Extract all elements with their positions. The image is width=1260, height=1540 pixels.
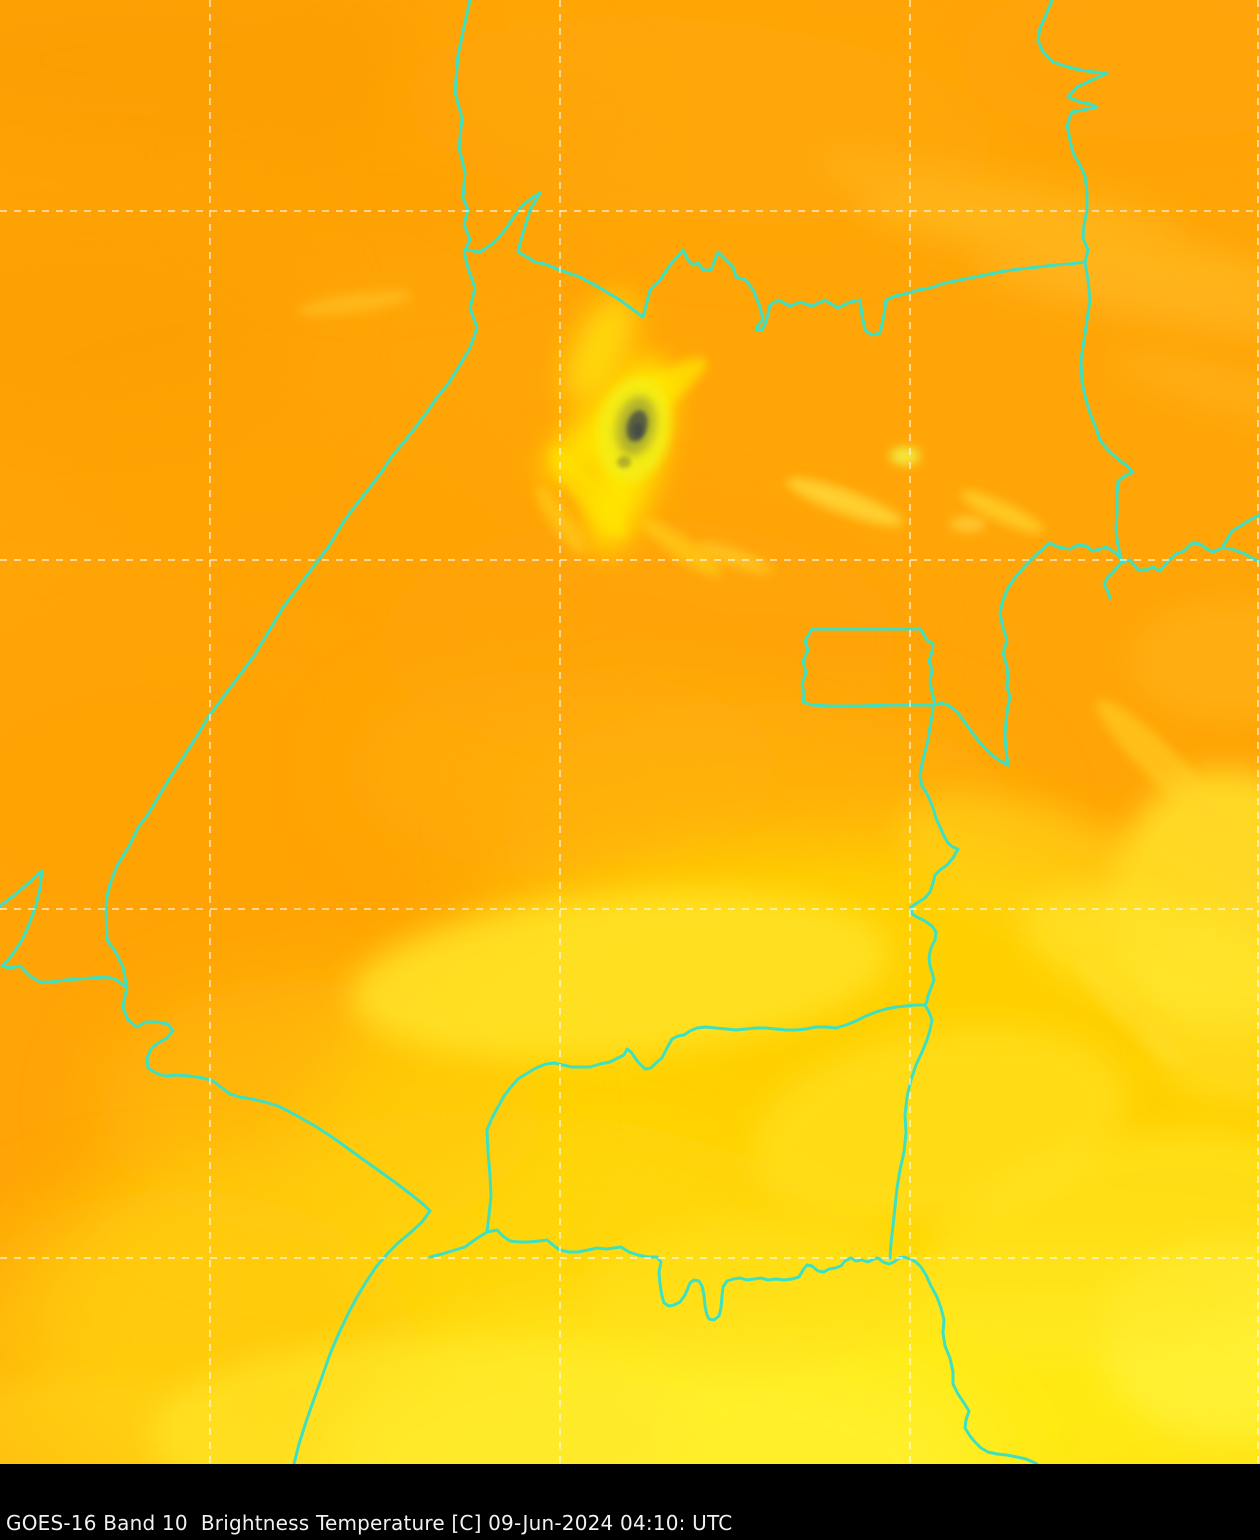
temperature-blob (642, 519, 722, 577)
country-border-line (998, 541, 1124, 767)
temperature-blob (150, 1340, 690, 1464)
temperature-blob (1096, 699, 1234, 837)
country-border-line (0, 869, 129, 990)
country-border-line (485, 1003, 927, 1132)
country-borders-layer (0, 0, 1260, 1464)
country-border-line (466, 191, 645, 319)
country-border-line (933, 701, 1010, 767)
country-border-line (104, 0, 479, 990)
satellite-map-image (0, 0, 1260, 1464)
caption-text: GOES-16 Band 10 Brightness Temperature [… (6, 1511, 733, 1535)
temperature-blob (972, 257, 1260, 343)
temperature-blob (960, 490, 1044, 534)
country-border-line (1036, 0, 1135, 564)
temperature-blob (1130, 600, 1260, 720)
temperature-blob (915, 1129, 1260, 1361)
temperature-blob (1113, 353, 1260, 427)
temperature-blob (0, 200, 310, 460)
temperature-field-clouds (0, 0, 1260, 1464)
temperature-blob (633, 422, 643, 438)
country-border-line (1120, 541, 1260, 573)
country-border-line (641, 248, 1087, 337)
country-border-line (428, 1228, 1039, 1464)
temperature-blob (297, 290, 413, 316)
temperature-blob (786, 477, 904, 527)
country-border-line (800, 627, 937, 708)
temperature-blob (590, 1220, 930, 1370)
caption-bar: GOES-16 Band 10 Brightness Temperature [… (0, 1464, 1260, 1540)
temperature-blob (950, 0, 1260, 140)
temperature-blob (1075, 957, 1185, 1067)
country-border-line (1102, 560, 1124, 600)
temperature-blob (854, 194, 1260, 296)
temperature-blob (890, 447, 920, 465)
temperature-blob (617, 456, 631, 468)
country-border-line (485, 1128, 493, 1234)
country-border-line (1220, 513, 1260, 550)
latlon-grid-layer (0, 0, 1260, 1464)
temperature-blob (812, 154, 1188, 236)
temperature-blob (549, 446, 627, 538)
country-border-line (292, 1209, 432, 1464)
temperature-blob (950, 516, 986, 532)
country-border-line (909, 705, 960, 1007)
temperature-blob (350, 891, 890, 1059)
country-border-line (888, 1003, 934, 1260)
temperature-blob (697, 541, 773, 575)
country-border-line (121, 986, 432, 1213)
temperature-blob (565, 294, 635, 406)
